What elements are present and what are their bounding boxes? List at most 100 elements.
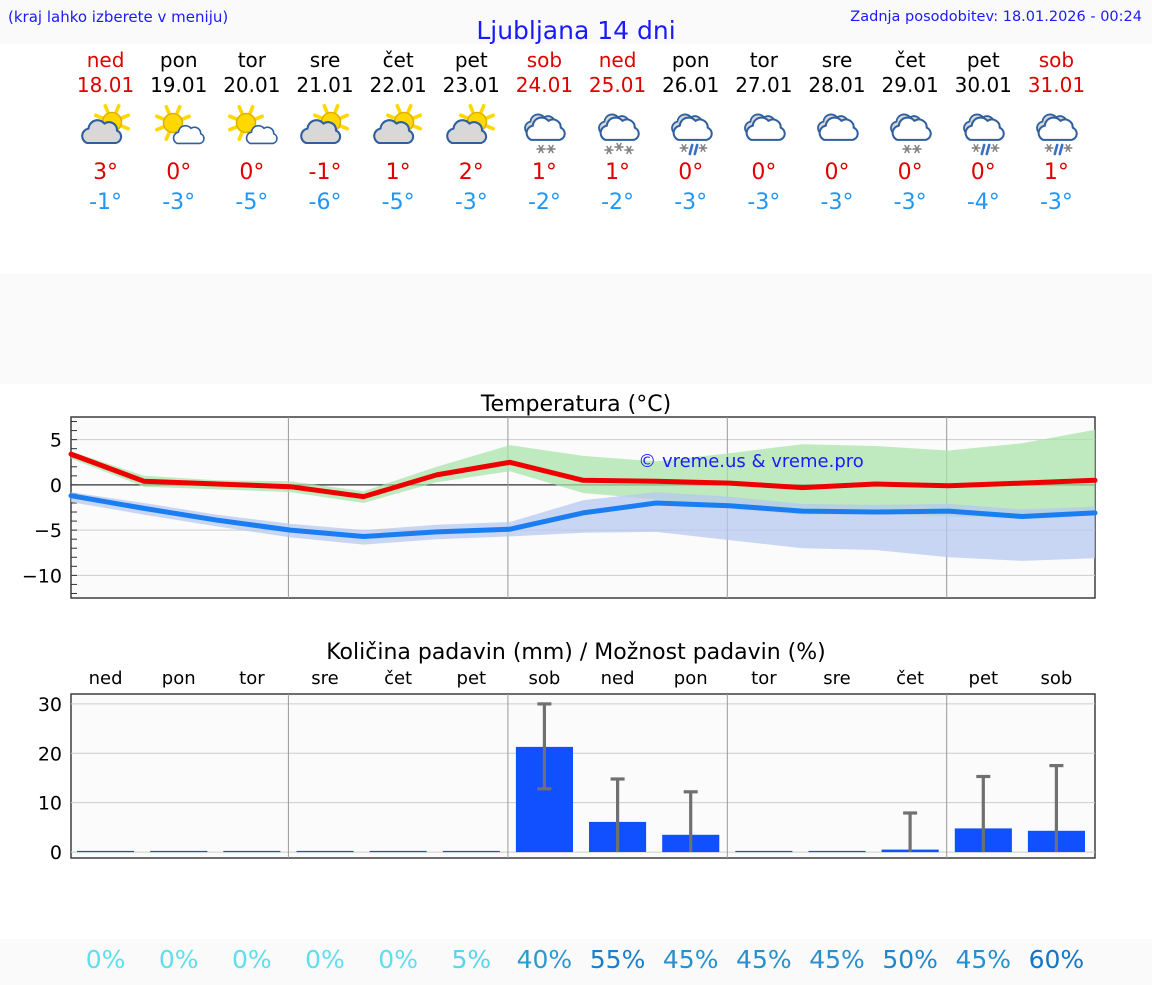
- precipitation-chart-title: Količina padavin (mm) / Možnost padavin …: [326, 640, 826, 665]
- day-name: tor: [237, 48, 266, 72]
- precipitation-plot: ned pon tor sre čet pet sob ned pon tor sre čet pet s…: [38, 668, 1096, 864]
- svg-text:© vreme.us & vreme.pro: © vreme.us & vreme.pro: [638, 451, 864, 472]
- precipitation-probability: 40%: [516, 945, 573, 974]
- svg-text:sre: sre: [311, 668, 338, 689]
- day-min-temp: -3°: [820, 190, 854, 215]
- precip-bar: [296, 850, 354, 853]
- day-forecast-card[interactable]: sre 21.01 -1° -6°: [286, 48, 364, 218]
- precip-bar: [442, 850, 500, 853]
- day-min-temp: -3°: [162, 190, 196, 215]
- day-date: 23.01: [442, 73, 500, 97]
- cloud-icon: [725, 102, 803, 158]
- svg-text:sob: sob: [528, 668, 560, 689]
- precip-bar: [150, 850, 208, 853]
- precipitation-probability-row: 0% 0% 0% 0% 0% 5% 40% 55% 45% 45% 45% 50% 45% 60%: [0, 939, 1152, 985]
- day-max-temp: 1°: [385, 160, 411, 185]
- precipitation-probability: 45%: [662, 945, 719, 974]
- day-max-temp: 0°: [824, 160, 850, 185]
- cloud-light-snow-icon: [871, 102, 949, 158]
- day-date: 18.01: [76, 73, 135, 97]
- day-forecast-card[interactable]: sre 28.01 0° -3°: [798, 48, 876, 218]
- svg-text:pet: pet: [969, 668, 999, 689]
- day-name: sob: [526, 48, 563, 72]
- svg-text:pon: pon: [162, 668, 196, 689]
- day-name: čet: [382, 48, 414, 72]
- precipitation-probability: 0%: [85, 945, 126, 974]
- day-date: 27.01: [735, 73, 793, 97]
- day-forecast-card[interactable]: sob 31.01 1° -3°: [1017, 48, 1095, 218]
- day-name: tor: [749, 48, 778, 72]
- day-date: 20.01: [223, 73, 281, 97]
- precip-bar: [735, 850, 793, 853]
- cloud-snow-icon: [579, 102, 657, 158]
- cloud-sleet-icon: [1017, 102, 1095, 158]
- precipitation-probability: 0%: [305, 945, 345, 974]
- day-date: 24.01: [515, 73, 574, 97]
- svg-text:ned: ned: [89, 668, 123, 689]
- day-forecast-card[interactable]: sob 24.01 1° -2°: [505, 48, 583, 218]
- svg-text:−5: −5: [34, 520, 62, 542]
- day-forecast-card[interactable]: čet 29.01 0° -3°: [871, 48, 949, 218]
- day-max-temp: 1°: [1043, 160, 1069, 185]
- day-forecast-card[interactable]: tor 27.01 0° -3°: [725, 48, 803, 218]
- precipitation-probability: 0%: [158, 945, 199, 974]
- sun-small-cloud-icon: [140, 102, 218, 158]
- day-max-temp: 3°: [93, 160, 119, 185]
- day-max-temp: 0°: [166, 160, 192, 185]
- cloud-icon: [798, 102, 876, 158]
- svg-text:20: 20: [38, 743, 62, 765]
- cloud-sleet-icon: [944, 102, 1022, 158]
- day-name: pet: [454, 48, 488, 72]
- day-forecast-card[interactable]: pon 26.01 0° -3°: [652, 48, 730, 218]
- day-min-temp: -4°: [966, 190, 1000, 215]
- sun-behind-cloud-icon: [67, 102, 145, 158]
- day-forecast-card[interactable]: tor 20.01 0° -5°: [213, 48, 291, 218]
- day-name: ned: [86, 48, 125, 72]
- svg-text:0: 0: [50, 475, 62, 497]
- day-forecast-card[interactable]: ned 25.01 1° -2°: [579, 48, 657, 218]
- precipitation-probability: 45%: [736, 945, 792, 974]
- temperature-chart-title: Temperatura (°C): [480, 392, 672, 417]
- svg-text:čet: čet: [896, 668, 924, 689]
- day-date: 30.01: [954, 73, 1012, 97]
- day-max-temp: 1°: [531, 160, 557, 185]
- day-min-temp: -3°: [893, 190, 927, 215]
- precipitation-probability: 5%: [451, 945, 492, 974]
- last-updated-text: Zadnja posodobitev: 18.01.2026 - 00:24: [850, 9, 1142, 25]
- day-min-temp: -5°: [381, 190, 415, 215]
- day-max-temp: 0°: [751, 160, 777, 185]
- sun-behind-cloud-icon: [432, 102, 510, 158]
- day-forecast-card[interactable]: pon 19.01 0° -3°: [140, 48, 218, 218]
- day-min-temp: -5°: [235, 190, 269, 215]
- precipitation-probability: 60%: [1028, 945, 1085, 974]
- day-min-temp: -1°: [89, 190, 123, 215]
- precipitation-probability: 55%: [589, 945, 646, 974]
- svg-text:čet: čet: [384, 668, 412, 689]
- day-max-temp: 1°: [605, 160, 631, 185]
- temperature-plot: 5 0 −5 −10 © vreme.us & vreme.pro: [22, 416, 1098, 599]
- day-forecast-card[interactable]: ned 18.01 3° -1°: [67, 48, 145, 218]
- sun-small-cloud-icon: [213, 102, 291, 158]
- day-forecast-card[interactable]: pet 30.01 0° -4°: [944, 48, 1022, 218]
- svg-text:0: 0: [50, 842, 62, 864]
- day-min-temp: -3°: [674, 190, 708, 215]
- svg-text:ned: ned: [601, 668, 635, 689]
- cloud-light-snow-icon: [505, 102, 583, 158]
- day-date: 22.01: [369, 73, 427, 97]
- day-name: pon: [671, 48, 710, 72]
- precipitation-chart: ned pon tor sre čet pet sob ned pon tor sre čet pet s…: [0, 666, 1152, 905]
- day-max-temp: 0°: [239, 160, 265, 185]
- day-max-temp: 0°: [897, 160, 923, 185]
- day-forecast-card[interactable]: pet 23.01 2° -3°: [432, 48, 510, 218]
- day-forecast-card[interactable]: čet 22.01 1° -5°: [359, 48, 437, 218]
- sun-behind-cloud-icon: [359, 102, 437, 158]
- svg-text:−10: −10: [22, 565, 62, 587]
- precipitation-probability: 50%: [882, 945, 938, 974]
- menu-hint-link[interactable]: (kraj lahko izberete v meniju): [8, 8, 229, 26]
- day-date: 26.01: [662, 73, 720, 97]
- svg-text:sre: sre: [823, 668, 850, 689]
- day-min-temp: -3°: [1039, 190, 1073, 215]
- cloud-sleet-icon: [652, 102, 730, 158]
- day-name: pet: [966, 48, 1000, 72]
- temperature-chart-panel: Temperatura (°C) 5 0 −5 −10 © vreme.us & vre…: [0, 384, 1152, 634]
